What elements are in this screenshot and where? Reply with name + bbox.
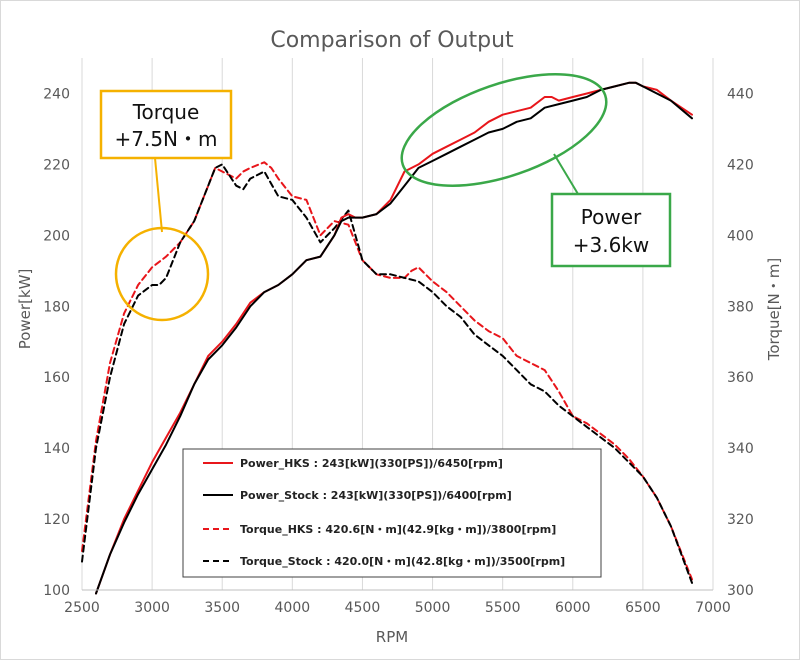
y-tick-label: 200 [43,228,70,244]
y2-tick-label: 420 [727,157,754,173]
x-tick-label: 6000 [555,600,591,616]
y2-tick-label: 440 [727,86,754,102]
torque-callout-title: Torque [132,100,200,124]
chart-title: Comparison of Output [270,28,514,53]
legend-label-power-hks: Power_HKS : 243[kW](330[PS])/6450[rpm] [240,457,503,470]
x-tick-label: 3000 [134,600,170,616]
torque-annotation: Torque +7.5N・m [99,89,233,322]
series-line-torque-stock [81,163,693,584]
power-callout-value: +3.6kw [573,233,650,257]
legend-label-torque-stock: Torque_Stock : 420.0[N・m](42.8[kg・m])/35… [240,555,565,568]
power-callout-line [553,153,579,195]
torque-highlight-circle [114,226,210,322]
y-tick-label: 140 [43,441,70,457]
x-axis-title: RPM [376,628,408,646]
y2-tick-label: 340 [727,441,754,457]
y2-tick-label: 400 [727,228,754,244]
x-tick-label: 7000 [695,600,731,616]
x-tick-label: 4000 [275,600,311,616]
legend-label-torque-hks: Torque_HKS : 420.6[N・m](42.9[kg・m])/3800… [240,523,556,536]
y2-tick-label: 360 [727,370,754,386]
y-tick-label: 220 [43,157,70,173]
legend-box [182,448,602,578]
x-tick-label: 5000 [415,600,451,616]
y-tick-label: 180 [43,299,70,315]
x-tick-label: 5500 [485,600,521,616]
legend-label-power-stock: Power_Stock : 243[kW](330[PS])/6400[rpm] [240,489,512,502]
power-callout-title: Power [581,205,642,229]
y-tick-label: 160 [43,370,70,386]
x-tick-label: 3500 [204,600,240,616]
y2-tick-label: 300 [727,583,754,599]
y2-axis-title: Torque[N・m] [765,258,783,362]
power-annotation: Power +3.6kw [400,73,672,268]
y2-tick-label: 320 [727,512,754,528]
torque-callout-box [99,89,233,160]
y-tick-label: 240 [43,86,70,102]
y-tick-label: 120 [43,512,70,528]
torque-callout-value: +7.5N・m [114,127,217,151]
legend: Power_HKS : 243[kW](330[PS])/6450[rpm] P… [182,448,602,578]
y2-tick-label: 380 [727,299,754,315]
axes: 2500 3000 3500 4000 4500 5000 5500 6000 6500 7000… [43,86,753,616]
x-tick-label: 2500 [64,600,100,616]
series-line-power-hks [95,81,693,595]
series-lines [81,81,693,595]
y-axis-title: Power[kW] [16,269,34,350]
power-callout-box [550,192,672,268]
series-line-power-stock [95,81,693,595]
torque-callout-line [154,157,163,233]
x-tick-label: 6500 [625,600,661,616]
x-tick-label: 4500 [345,600,381,616]
power-highlight-ellipse [400,73,608,187]
y-tick-label: 100 [43,583,70,599]
